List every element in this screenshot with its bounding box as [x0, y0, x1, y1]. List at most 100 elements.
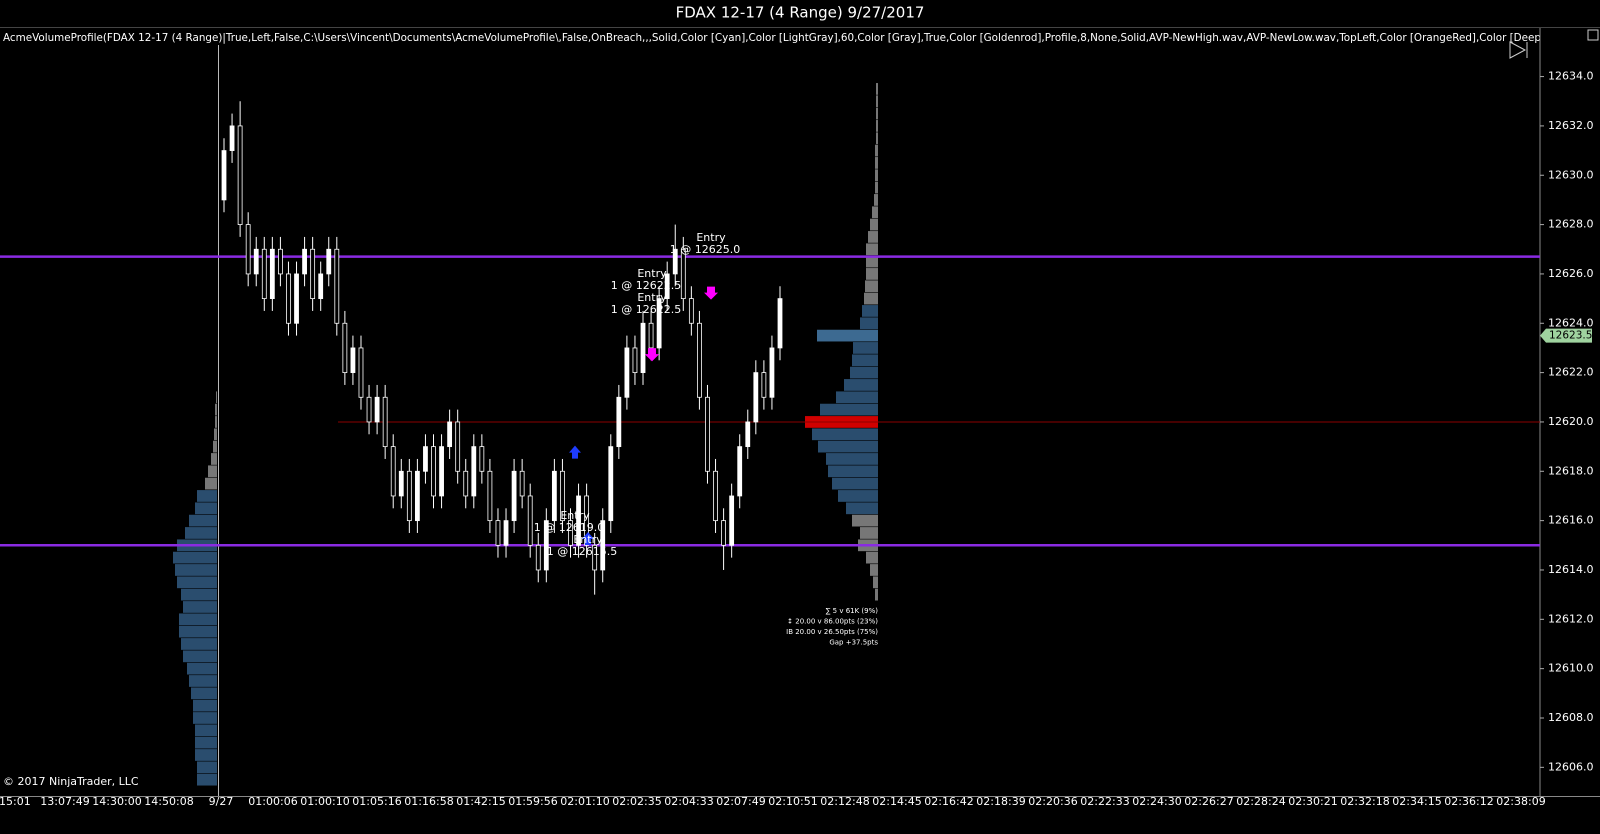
- x-tick-label: 02:07:49: [716, 795, 765, 808]
- volume-profile-bar: [844, 379, 878, 391]
- candle-body: [761, 372, 767, 398]
- volume-profile-bar: [181, 638, 217, 650]
- x-tick-label: 02:10:51: [768, 795, 817, 808]
- candle-body: [269, 248, 275, 300]
- play-icon[interactable]: [1509, 41, 1528, 59]
- y-tick-label: 12614.0: [1548, 563, 1594, 576]
- volume-profile-bar: [836, 391, 878, 404]
- candle-body: [302, 248, 307, 275]
- candle-body: [697, 322, 702, 398]
- profile-stat: Gap +37.5pts: [829, 639, 878, 647]
- candle-body: [737, 446, 743, 497]
- candle-body: [640, 322, 646, 374]
- volume-profile-bar: [197, 773, 217, 786]
- candle-body: [616, 396, 622, 448]
- copyright: © 2017 NinjaTrader, LLC: [3, 775, 139, 788]
- candle-body: [455, 421, 461, 472]
- volume-profile-bar: [189, 514, 217, 527]
- x-tick-label: 01:16:58: [404, 795, 453, 808]
- x-tick-label: 02:12:48: [820, 795, 869, 808]
- x-tick-label: 9/27: [209, 795, 234, 808]
- candle-body: [479, 446, 485, 472]
- last-price-label: 12623.5: [1549, 330, 1592, 342]
- entry-label: Entry: [573, 533, 603, 546]
- volume-profile-bar: [820, 403, 878, 416]
- candle-body: [221, 150, 227, 201]
- candle-body: [527, 495, 533, 546]
- y-tick-label: 12626.0: [1548, 267, 1594, 280]
- candle-body: [648, 322, 654, 349]
- volume-profile-bar: [179, 613, 217, 626]
- entry-text: 1 @ 12622.5: [611, 279, 681, 292]
- profile-stat: ∑ 5 v 61K (9%): [826, 607, 879, 615]
- y-tick-label: 12608.0: [1548, 711, 1594, 724]
- candle-body: [568, 520, 573, 546]
- x-tick-label: 02:38:09: [1496, 795, 1545, 808]
- x-tick-label: 14:50:08: [144, 795, 193, 808]
- volume-profile-bar: [876, 132, 878, 145]
- y-tick-label: 12612.0: [1548, 612, 1594, 625]
- candle-body: [382, 396, 388, 448]
- x-tick-label: 02:32:18: [1340, 795, 1389, 808]
- candle-body: [229, 125, 235, 151]
- candle-body: [245, 224, 251, 275]
- y-tick-label: 12634.0: [1548, 70, 1594, 83]
- y-tick-label: 12622.0: [1548, 366, 1594, 379]
- candle-body: [584, 495, 590, 546]
- candle-body: [551, 470, 557, 522]
- volume-profile-bar: [826, 453, 878, 465]
- entry-arrow: [645, 348, 659, 362]
- volume-profile-bar: [214, 428, 217, 441]
- entry-arrow: [582, 531, 594, 545]
- volume-profile-bar: [187, 662, 217, 675]
- x-tick-label: 02:20:36: [1028, 795, 1077, 808]
- y-tick-label: 12628.0: [1548, 218, 1594, 231]
- volume-profile-bar: [197, 761, 217, 774]
- volume-profile-bar: [870, 564, 878, 576]
- candle-body: [721, 520, 726, 546]
- x-tick-label: 01:00:06: [248, 795, 297, 808]
- candle-body: [406, 470, 412, 522]
- x-tick-label: 01:59:56: [508, 795, 557, 808]
- candle-body: [608, 446, 614, 522]
- volume-profile-bar: [216, 391, 217, 404]
- candle-body: [294, 273, 299, 324]
- volume-profile-bar: [215, 403, 217, 416]
- x-tick-label: 02:14:45: [872, 795, 921, 808]
- candle-body: [261, 248, 267, 300]
- x-tick-label: :15:01: [0, 795, 31, 808]
- x-tick-label: 02:02:35: [612, 795, 661, 808]
- y-tick-label: 12610.0: [1548, 662, 1594, 675]
- candle-body: [366, 396, 372, 423]
- volume-profile-bar: [817, 329, 878, 342]
- entry-text: 1 @ 12622.5: [611, 303, 681, 316]
- x-tick-label: 02:24:30: [1132, 795, 1181, 808]
- candle-body: [414, 470, 420, 522]
- candle-body: [777, 298, 783, 349]
- x-tick-label: 02:26:27: [1184, 795, 1233, 808]
- volume-profile-bar: [195, 749, 217, 761]
- candle-body: [439, 446, 444, 497]
- candle-body: [278, 248, 283, 275]
- candle-body: [431, 446, 436, 497]
- x-tick-label: 02:04:33: [664, 795, 713, 808]
- x-tick-label: 01:00:10: [300, 795, 349, 808]
- volume-profile-bar: [195, 502, 217, 515]
- candle-body: [543, 520, 549, 571]
- x-tick-label: 02:36:12: [1444, 795, 1493, 808]
- volume-profile-bar: [189, 675, 217, 687]
- candle-body: [745, 421, 751, 448]
- volume-profile-bar: [866, 268, 878, 280]
- candle-body: [769, 347, 775, 398]
- candle-body: [463, 470, 469, 497]
- volume-profile-bar: [197, 490, 217, 502]
- volume-profile-bar: [193, 712, 217, 724]
- panel-button[interactable]: [1587, 29, 1599, 41]
- candle-body: [672, 248, 678, 275]
- candle-body: [624, 347, 630, 398]
- volume-profile-bar: [872, 206, 878, 219]
- x-tick-label: 13:07:49: [40, 795, 89, 808]
